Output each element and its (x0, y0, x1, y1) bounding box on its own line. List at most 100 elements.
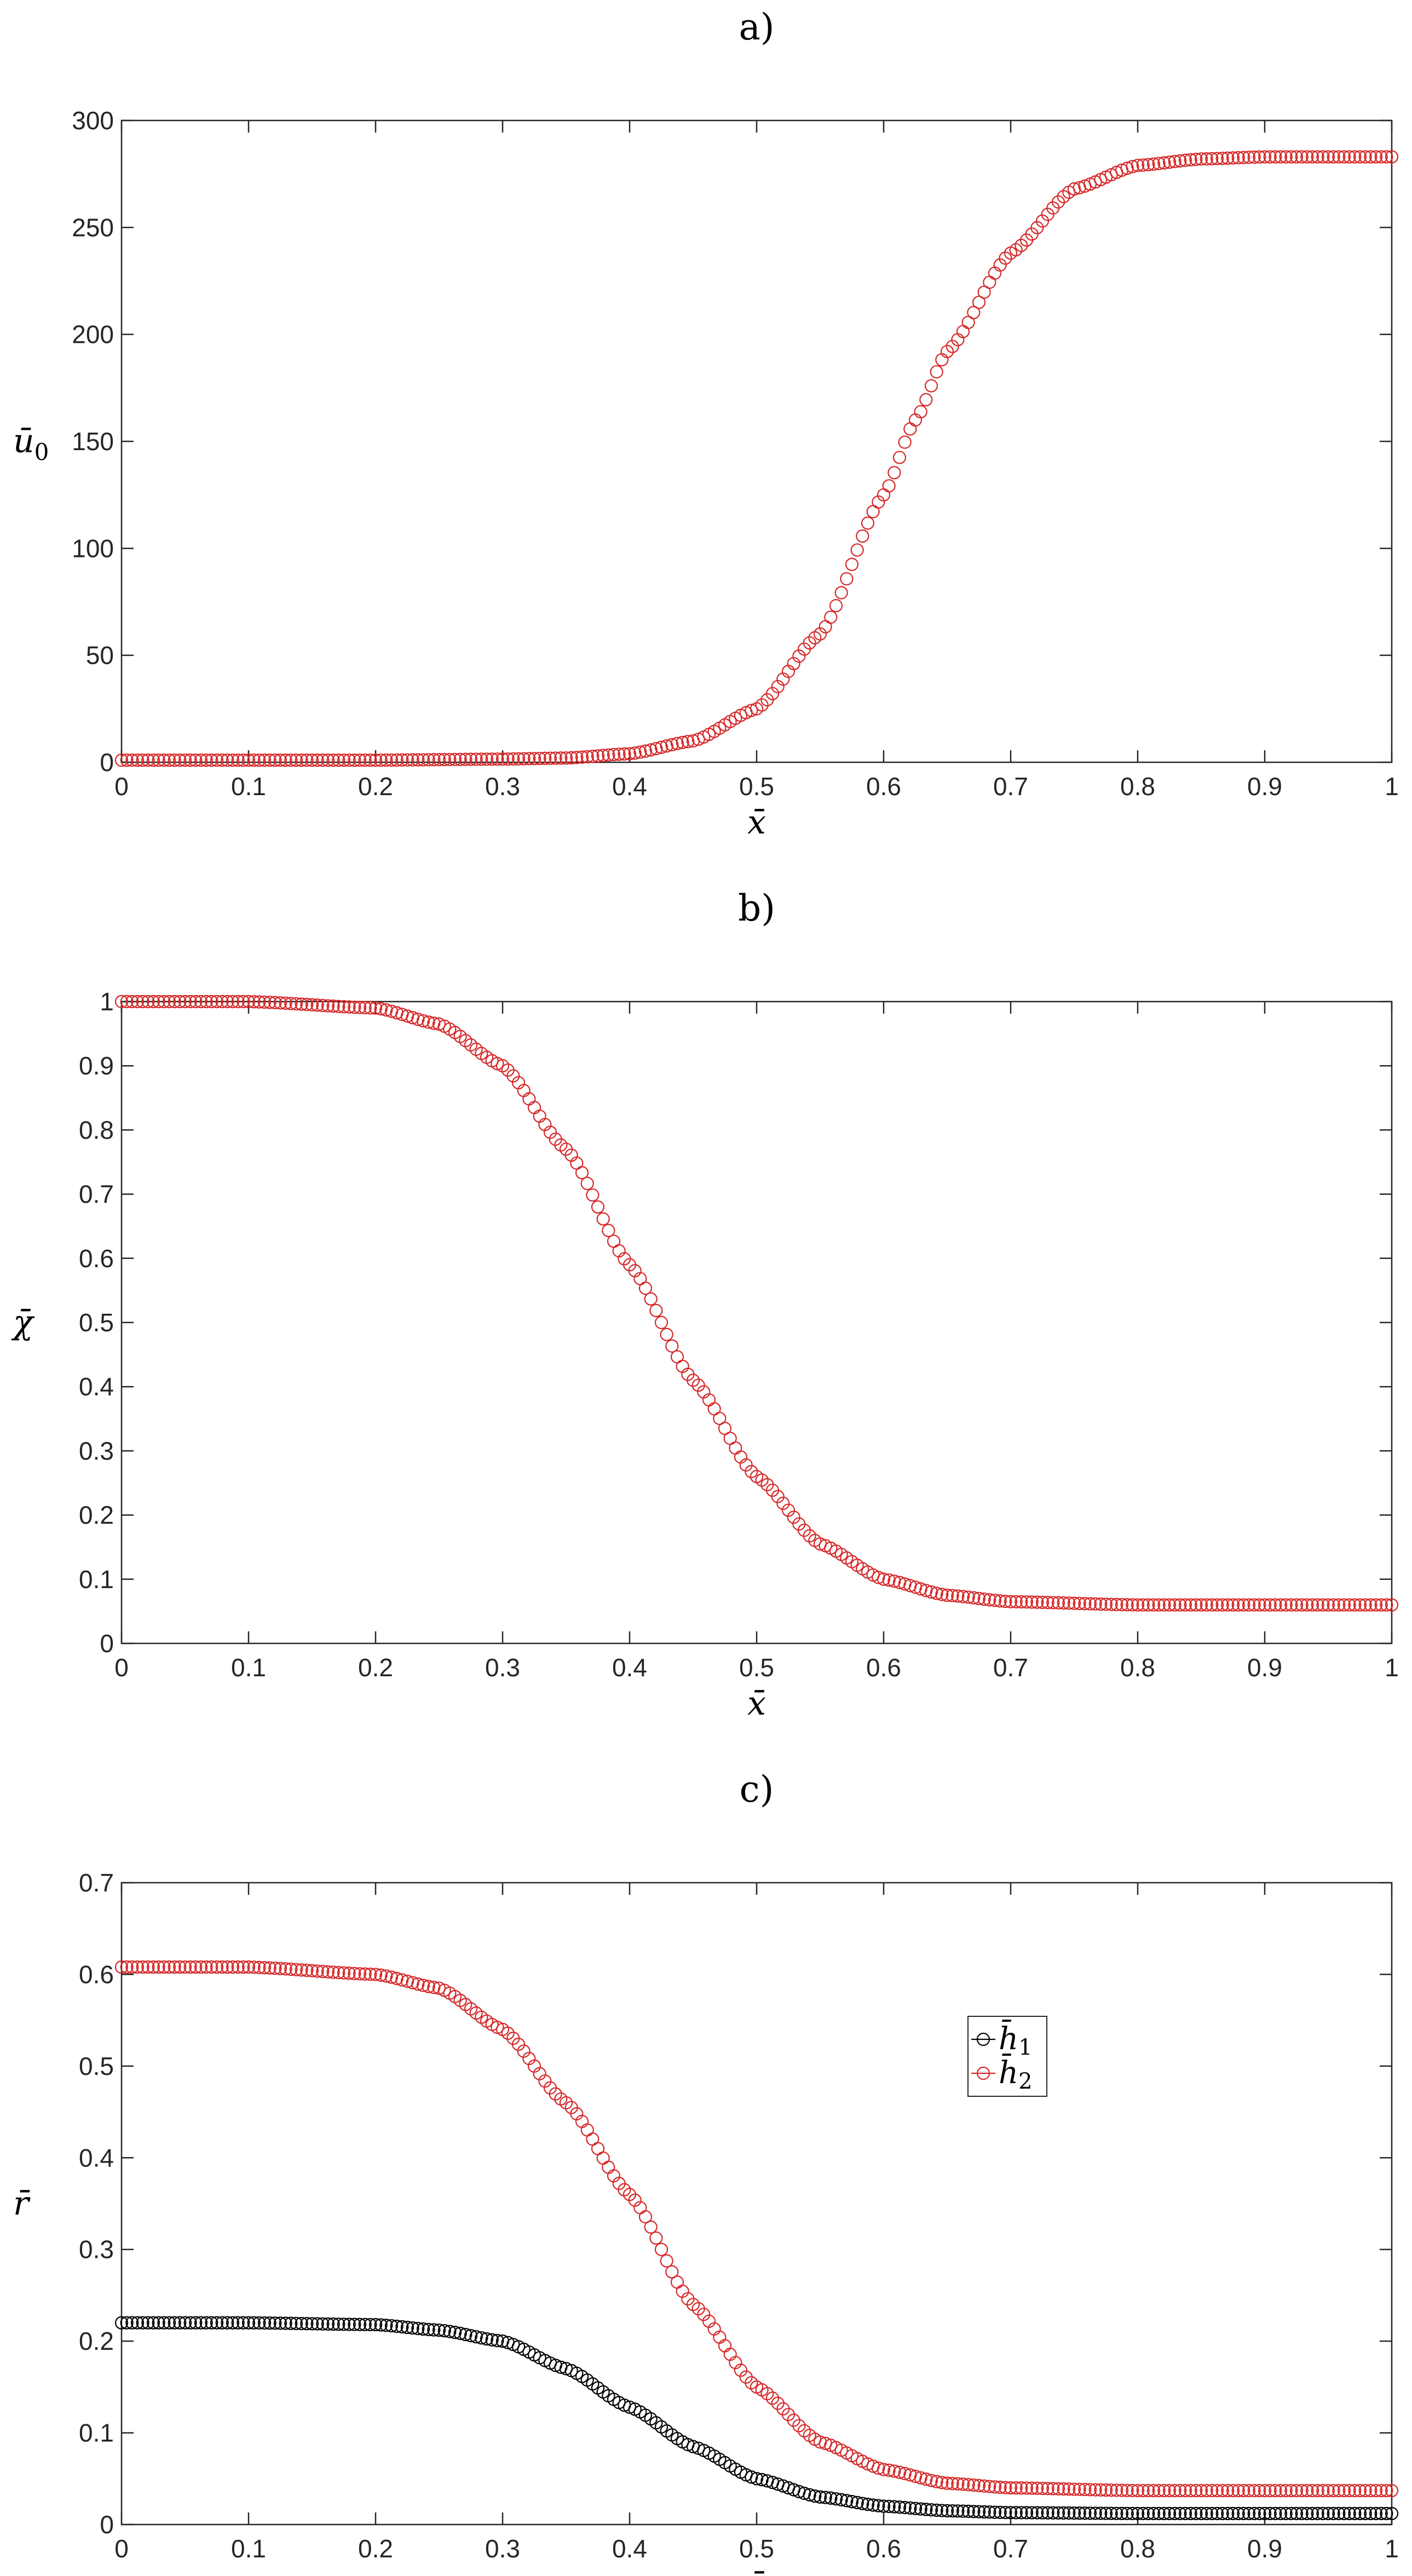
data-point (935, 1588, 949, 1601)
data-point (649, 1304, 663, 1318)
data-point (342, 753, 356, 767)
data-point (771, 1490, 785, 1503)
data-point (543, 751, 557, 765)
data-point (856, 529, 869, 543)
data-point (321, 753, 335, 767)
data-point (1215, 2483, 1229, 2498)
data-point (189, 994, 203, 1009)
data-point (427, 753, 441, 767)
data-point (1046, 2482, 1060, 2496)
data-point (654, 2242, 668, 2256)
data-point (268, 996, 282, 1009)
data-point (1189, 2506, 1203, 2521)
data-point (1120, 2483, 1134, 2497)
data-point (1364, 2483, 1378, 2498)
data-point (263, 996, 276, 1009)
data-point (1221, 1598, 1235, 1612)
plot-area (120, 1882, 1393, 2526)
data-point (136, 2316, 149, 2330)
data-point (364, 1968, 377, 1981)
data-point (1348, 150, 1362, 164)
data-point (1380, 2506, 1393, 2521)
data-point (961, 1590, 975, 1604)
data-point (432, 753, 446, 767)
data-point (940, 2504, 954, 2517)
data-point (1316, 2483, 1330, 2498)
data-point (1332, 2506, 1346, 2521)
data-point (511, 752, 526, 766)
data-point (908, 2470, 923, 2483)
data-point (1035, 214, 1050, 228)
data-point (956, 1590, 970, 1603)
data-point (1284, 2483, 1298, 2498)
data-point (464, 752, 478, 766)
data-point (353, 1967, 367, 1981)
data-point (374, 753, 388, 767)
data-point (459, 2327, 472, 2342)
data-point (125, 1960, 139, 1974)
data-point (1051, 2482, 1065, 2496)
data-point (1205, 2506, 1219, 2521)
data-point (289, 753, 303, 767)
data-point (1364, 150, 1378, 164)
data-point (162, 753, 176, 767)
data-point (1210, 2483, 1224, 2498)
data-point (342, 1000, 356, 1014)
data-point (940, 344, 954, 359)
data-point (173, 994, 187, 1009)
data-point (178, 994, 192, 1009)
data-point (263, 2316, 276, 2330)
data-point (999, 251, 1012, 265)
data-point (977, 1592, 991, 1606)
data-point (1327, 2483, 1340, 2498)
data-point (310, 1964, 324, 1978)
data-point (1374, 150, 1388, 164)
data-point (247, 2316, 261, 2330)
data-point (1157, 2483, 1171, 2498)
data-point (120, 753, 134, 767)
data-point (1067, 1596, 1081, 1610)
data-point (332, 753, 345, 767)
data-point (1273, 1598, 1288, 1612)
data-point (125, 994, 139, 1009)
data-point (1162, 2506, 1177, 2521)
data-point (1295, 2506, 1309, 2521)
data-point (342, 2318, 356, 2331)
data-point (586, 1188, 600, 1202)
data-point (178, 2316, 192, 2330)
data-point (141, 2316, 155, 2330)
data-point (649, 2231, 663, 2245)
data-point (427, 1981, 441, 1994)
data-point (1067, 182, 1081, 196)
data-point (279, 2316, 292, 2330)
data-point (612, 748, 626, 761)
data-point (999, 1595, 1012, 1608)
data-point (1168, 154, 1182, 169)
data-point (861, 2498, 875, 2511)
data-point (273, 996, 287, 1010)
data-point (1348, 2483, 1362, 2498)
legend-entry-label: h̄1 (999, 2019, 1033, 2060)
data-point (443, 2325, 457, 2338)
data-point (1273, 2506, 1288, 2521)
data-point (1300, 2506, 1314, 2521)
data-point (459, 752, 472, 766)
data-point (337, 2318, 351, 2331)
y-tick-label: 300 (72, 106, 114, 135)
data-point (194, 2316, 208, 2330)
data-point (321, 2317, 335, 2331)
data-point (872, 2499, 885, 2512)
legend-box (967, 2016, 1047, 2097)
data-point (1083, 2483, 1097, 2497)
data-point (993, 2480, 1007, 2494)
data-point (1337, 2506, 1351, 2521)
data-point (501, 2026, 515, 2040)
data-point (1305, 150, 1319, 164)
x-tick-label: 0.9 (1247, 2534, 1282, 2563)
x-tick-label: 0 (114, 2534, 129, 2563)
data-point (146, 1960, 160, 1974)
x-tick-label: 0 (114, 1653, 129, 1682)
data-point (241, 1960, 256, 1974)
data-point (247, 995, 261, 1009)
data-point (1051, 1596, 1065, 1609)
